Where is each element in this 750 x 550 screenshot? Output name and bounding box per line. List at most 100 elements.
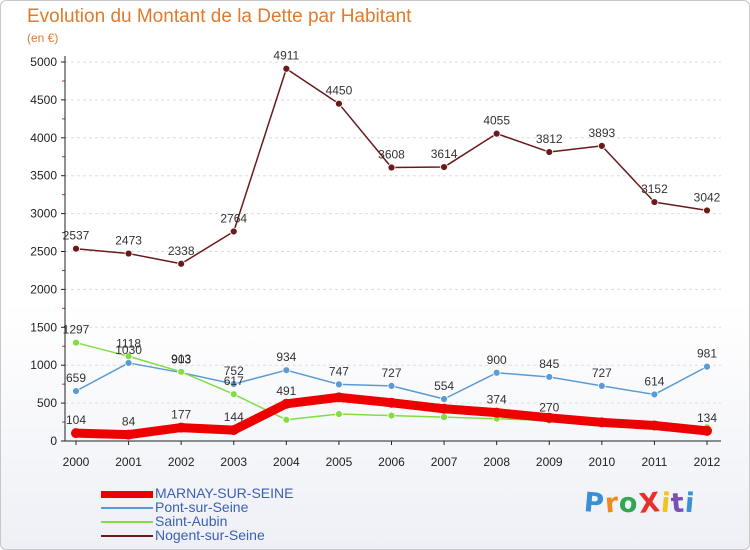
data-point <box>335 380 343 389</box>
legend-label: MARNAY-SUR-SEINE <box>155 485 294 501</box>
data-point <box>440 395 448 403</box>
legend-item: MARNAY-SUR-SEINE <box>101 485 401 502</box>
legend-label: Saint-Aubin <box>155 513 228 529</box>
data-point <box>124 352 133 361</box>
data-label: 84 <box>122 415 136 429</box>
data-point <box>492 129 501 138</box>
data-label: 659 <box>66 371 86 385</box>
data-point <box>545 373 554 381</box>
data-point <box>72 338 80 347</box>
legend-label: Pont-sur-Seine <box>155 499 249 515</box>
data-point <box>335 410 343 418</box>
data-label: 845 <box>539 357 559 371</box>
data-label: 981 <box>697 347 717 361</box>
y-tick-label: 4500 <box>30 93 57 107</box>
data-label: 752 <box>224 364 244 378</box>
data-label: 3608 <box>378 148 405 162</box>
chart-subtitle: (en €) <box>27 31 59 45</box>
legend-swatch <box>101 507 153 509</box>
y-tick-label: 3000 <box>30 207 57 221</box>
x-tick-label: 2004 <box>273 455 300 469</box>
data-label: 4450 <box>326 84 353 98</box>
data-point <box>335 99 343 108</box>
data-point <box>597 381 606 390</box>
x-tick-label: 2006 <box>378 455 405 469</box>
y-tick-label: 5000 <box>30 55 57 69</box>
data-point <box>387 163 396 172</box>
data-point <box>491 407 502 418</box>
y-tick-label: 2000 <box>30 282 57 296</box>
legend-swatch <box>101 490 153 498</box>
data-point <box>229 380 238 388</box>
data-label: 2338 <box>168 244 195 258</box>
data-label: 104 <box>66 413 86 427</box>
data-point <box>387 411 396 420</box>
data-label: 747 <box>329 364 349 378</box>
data-label: 1030 <box>115 343 142 357</box>
y-tick-label: 1500 <box>30 320 57 334</box>
data-label: 903 <box>171 353 191 367</box>
legend-item: Saint-Aubin <box>101 513 401 530</box>
legend-swatch <box>101 535 153 537</box>
chart-title: Evolution du Montant de la Dette par Hab… <box>27 6 412 27</box>
data-point <box>702 425 712 436</box>
data-point <box>123 429 134 440</box>
y-tick-label: 2500 <box>30 245 57 259</box>
data-point <box>703 206 711 215</box>
data-label: 1118 <box>116 336 141 350</box>
data-label: 177 <box>171 408 191 422</box>
data-point <box>177 259 186 268</box>
data-point <box>650 390 659 399</box>
data-point <box>544 412 555 423</box>
data-label: 4055 <box>483 114 510 128</box>
x-tick-label: 2000 <box>63 455 90 469</box>
data-point <box>440 413 448 422</box>
data-label: 727 <box>592 366 612 380</box>
data-point <box>333 392 344 403</box>
x-tick-label: 2012 <box>694 455 721 469</box>
data-point <box>597 142 606 150</box>
legend-item: Pont-sur-Seine <box>101 499 401 516</box>
data-label: 3812 <box>536 132 563 146</box>
data-point <box>228 425 239 436</box>
data-point <box>387 381 396 390</box>
data-point <box>596 417 607 428</box>
data-point <box>72 387 80 395</box>
data-label: 4911 <box>273 49 299 63</box>
x-tick-label: 2008 <box>483 455 510 469</box>
data-point <box>439 403 450 414</box>
legend-swatch <box>101 521 153 523</box>
data-point <box>650 198 659 206</box>
data-point <box>492 368 501 377</box>
data-label: 727 <box>381 366 401 380</box>
y-tick-label: 1000 <box>30 358 57 372</box>
data-label: 2764 <box>220 211 247 225</box>
data-point <box>703 362 711 371</box>
data-label: 554 <box>434 379 454 393</box>
data-label: 900 <box>487 353 507 367</box>
y-tick-label: 3500 <box>30 169 57 183</box>
x-tick-label: 2001 <box>115 455 142 469</box>
x-tick-label: 2007 <box>431 455 458 469</box>
data-point <box>386 397 397 408</box>
data-point <box>281 398 292 409</box>
data-label: 144 <box>224 410 244 424</box>
y-tick-label: 500 <box>37 396 57 410</box>
legend-label: Nogent-sur-Seine <box>155 527 265 543</box>
data-label: 3614 <box>431 147 458 161</box>
data-label: 491 <box>276 384 296 398</box>
data-label: 913 <box>171 352 191 366</box>
data-point <box>282 366 291 375</box>
data-label: 1297 <box>63 323 90 337</box>
proxiti-logo: ProXiti <box>582 487 697 520</box>
data-label: 614 <box>644 374 664 388</box>
data-point <box>176 422 187 433</box>
data-label: 3042 <box>694 190 721 204</box>
x-tick-label: 2005 <box>326 455 353 469</box>
data-label: 3152 <box>641 182 668 196</box>
data-point <box>229 227 238 236</box>
data-point <box>124 359 133 367</box>
data-label: 374 <box>487 393 507 407</box>
data-label: 134 <box>697 411 717 425</box>
